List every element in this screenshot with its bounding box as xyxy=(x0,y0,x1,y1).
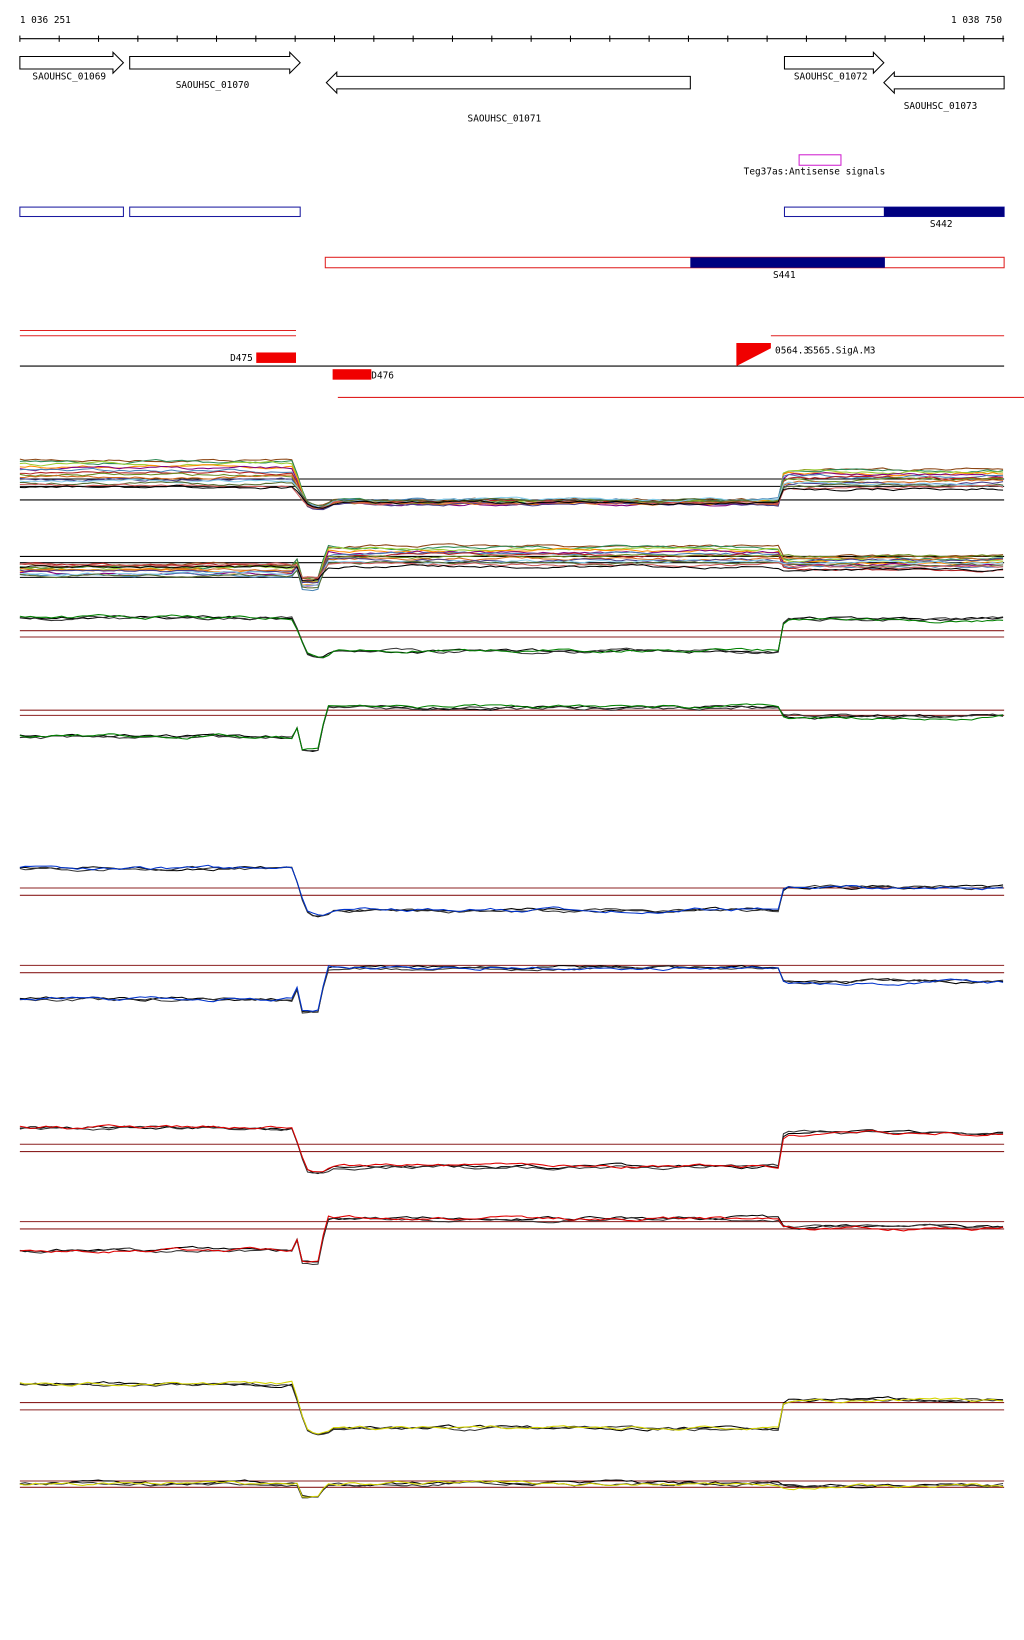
signal-tracks xyxy=(19,458,1005,1499)
signal-line xyxy=(19,481,1004,507)
signal-line xyxy=(19,563,1004,582)
signal-line xyxy=(19,1480,1004,1498)
signal-line xyxy=(19,543,1004,579)
signal-line xyxy=(19,1382,1004,1436)
ruler-end: 1 038 750 xyxy=(951,15,1002,26)
signal-line xyxy=(19,1125,1004,1174)
gene-label: SAOUHSC_01071 xyxy=(468,113,542,124)
feature-block xyxy=(256,352,297,363)
gene-arrow xyxy=(783,51,885,75)
signal-line xyxy=(19,470,1004,509)
segment-box xyxy=(129,206,301,218)
gene-label: SAOUHSC_01073 xyxy=(904,101,978,112)
signal-line xyxy=(19,1480,1004,1499)
segment-fill xyxy=(883,207,1005,217)
signal-line xyxy=(19,551,1004,592)
segment-box xyxy=(324,256,1005,269)
signal-line xyxy=(19,483,1004,509)
gene-arrow xyxy=(129,51,301,75)
gene-label: SAOUHSC_01070 xyxy=(176,80,250,91)
gene-label: SAOUHSC_01069 xyxy=(32,71,106,82)
feature-label: S565.SigA.M3 xyxy=(807,346,875,357)
signal-line xyxy=(19,615,1004,658)
signal-line xyxy=(19,964,1004,1013)
segment-boxes xyxy=(19,206,1005,218)
signal-line xyxy=(19,477,1004,511)
signal-line xyxy=(19,864,1004,916)
signal-line xyxy=(19,484,1004,509)
feature-block xyxy=(332,369,372,380)
signal-line xyxy=(19,559,1004,587)
signal-line xyxy=(19,705,1004,753)
signal-line xyxy=(19,1381,1004,1435)
signal-line xyxy=(19,1215,1004,1263)
gene-arrow xyxy=(325,70,691,95)
signal-line xyxy=(19,866,1004,918)
feature-label: 0564.3 xyxy=(775,346,809,357)
antisense-label: Teg37as:Antisense signals xyxy=(744,167,886,178)
segment-box xyxy=(19,206,124,218)
signal-line xyxy=(19,1124,1004,1173)
signal-line xyxy=(19,705,1004,752)
signal-line xyxy=(19,965,1004,1012)
signal-line xyxy=(19,1380,1004,1435)
feature-label: D476 xyxy=(371,371,394,382)
antisense-box xyxy=(798,154,842,166)
segment-label: S442 xyxy=(930,219,953,230)
signal-line xyxy=(19,703,1004,751)
gene-arrow xyxy=(19,51,125,75)
signal-line xyxy=(19,556,1004,583)
signal-line xyxy=(19,560,1004,589)
gene-label: SAOUHSC_01072 xyxy=(794,71,868,82)
signal-line xyxy=(19,614,1004,658)
ruler-ticks xyxy=(19,35,1004,42)
ruler-start: 1 036 251 xyxy=(20,15,71,26)
segment-label: S441 xyxy=(773,270,796,281)
signal-line xyxy=(19,561,1004,579)
feature-triangle xyxy=(736,343,771,367)
gene-arrow xyxy=(883,70,1005,95)
segment-fill xyxy=(690,257,885,268)
signal-line xyxy=(19,1216,1004,1266)
signal-line xyxy=(19,472,1004,510)
gene-arrows xyxy=(19,51,1005,95)
feature-lines xyxy=(19,329,1024,398)
feature-label: D475 xyxy=(230,353,253,364)
